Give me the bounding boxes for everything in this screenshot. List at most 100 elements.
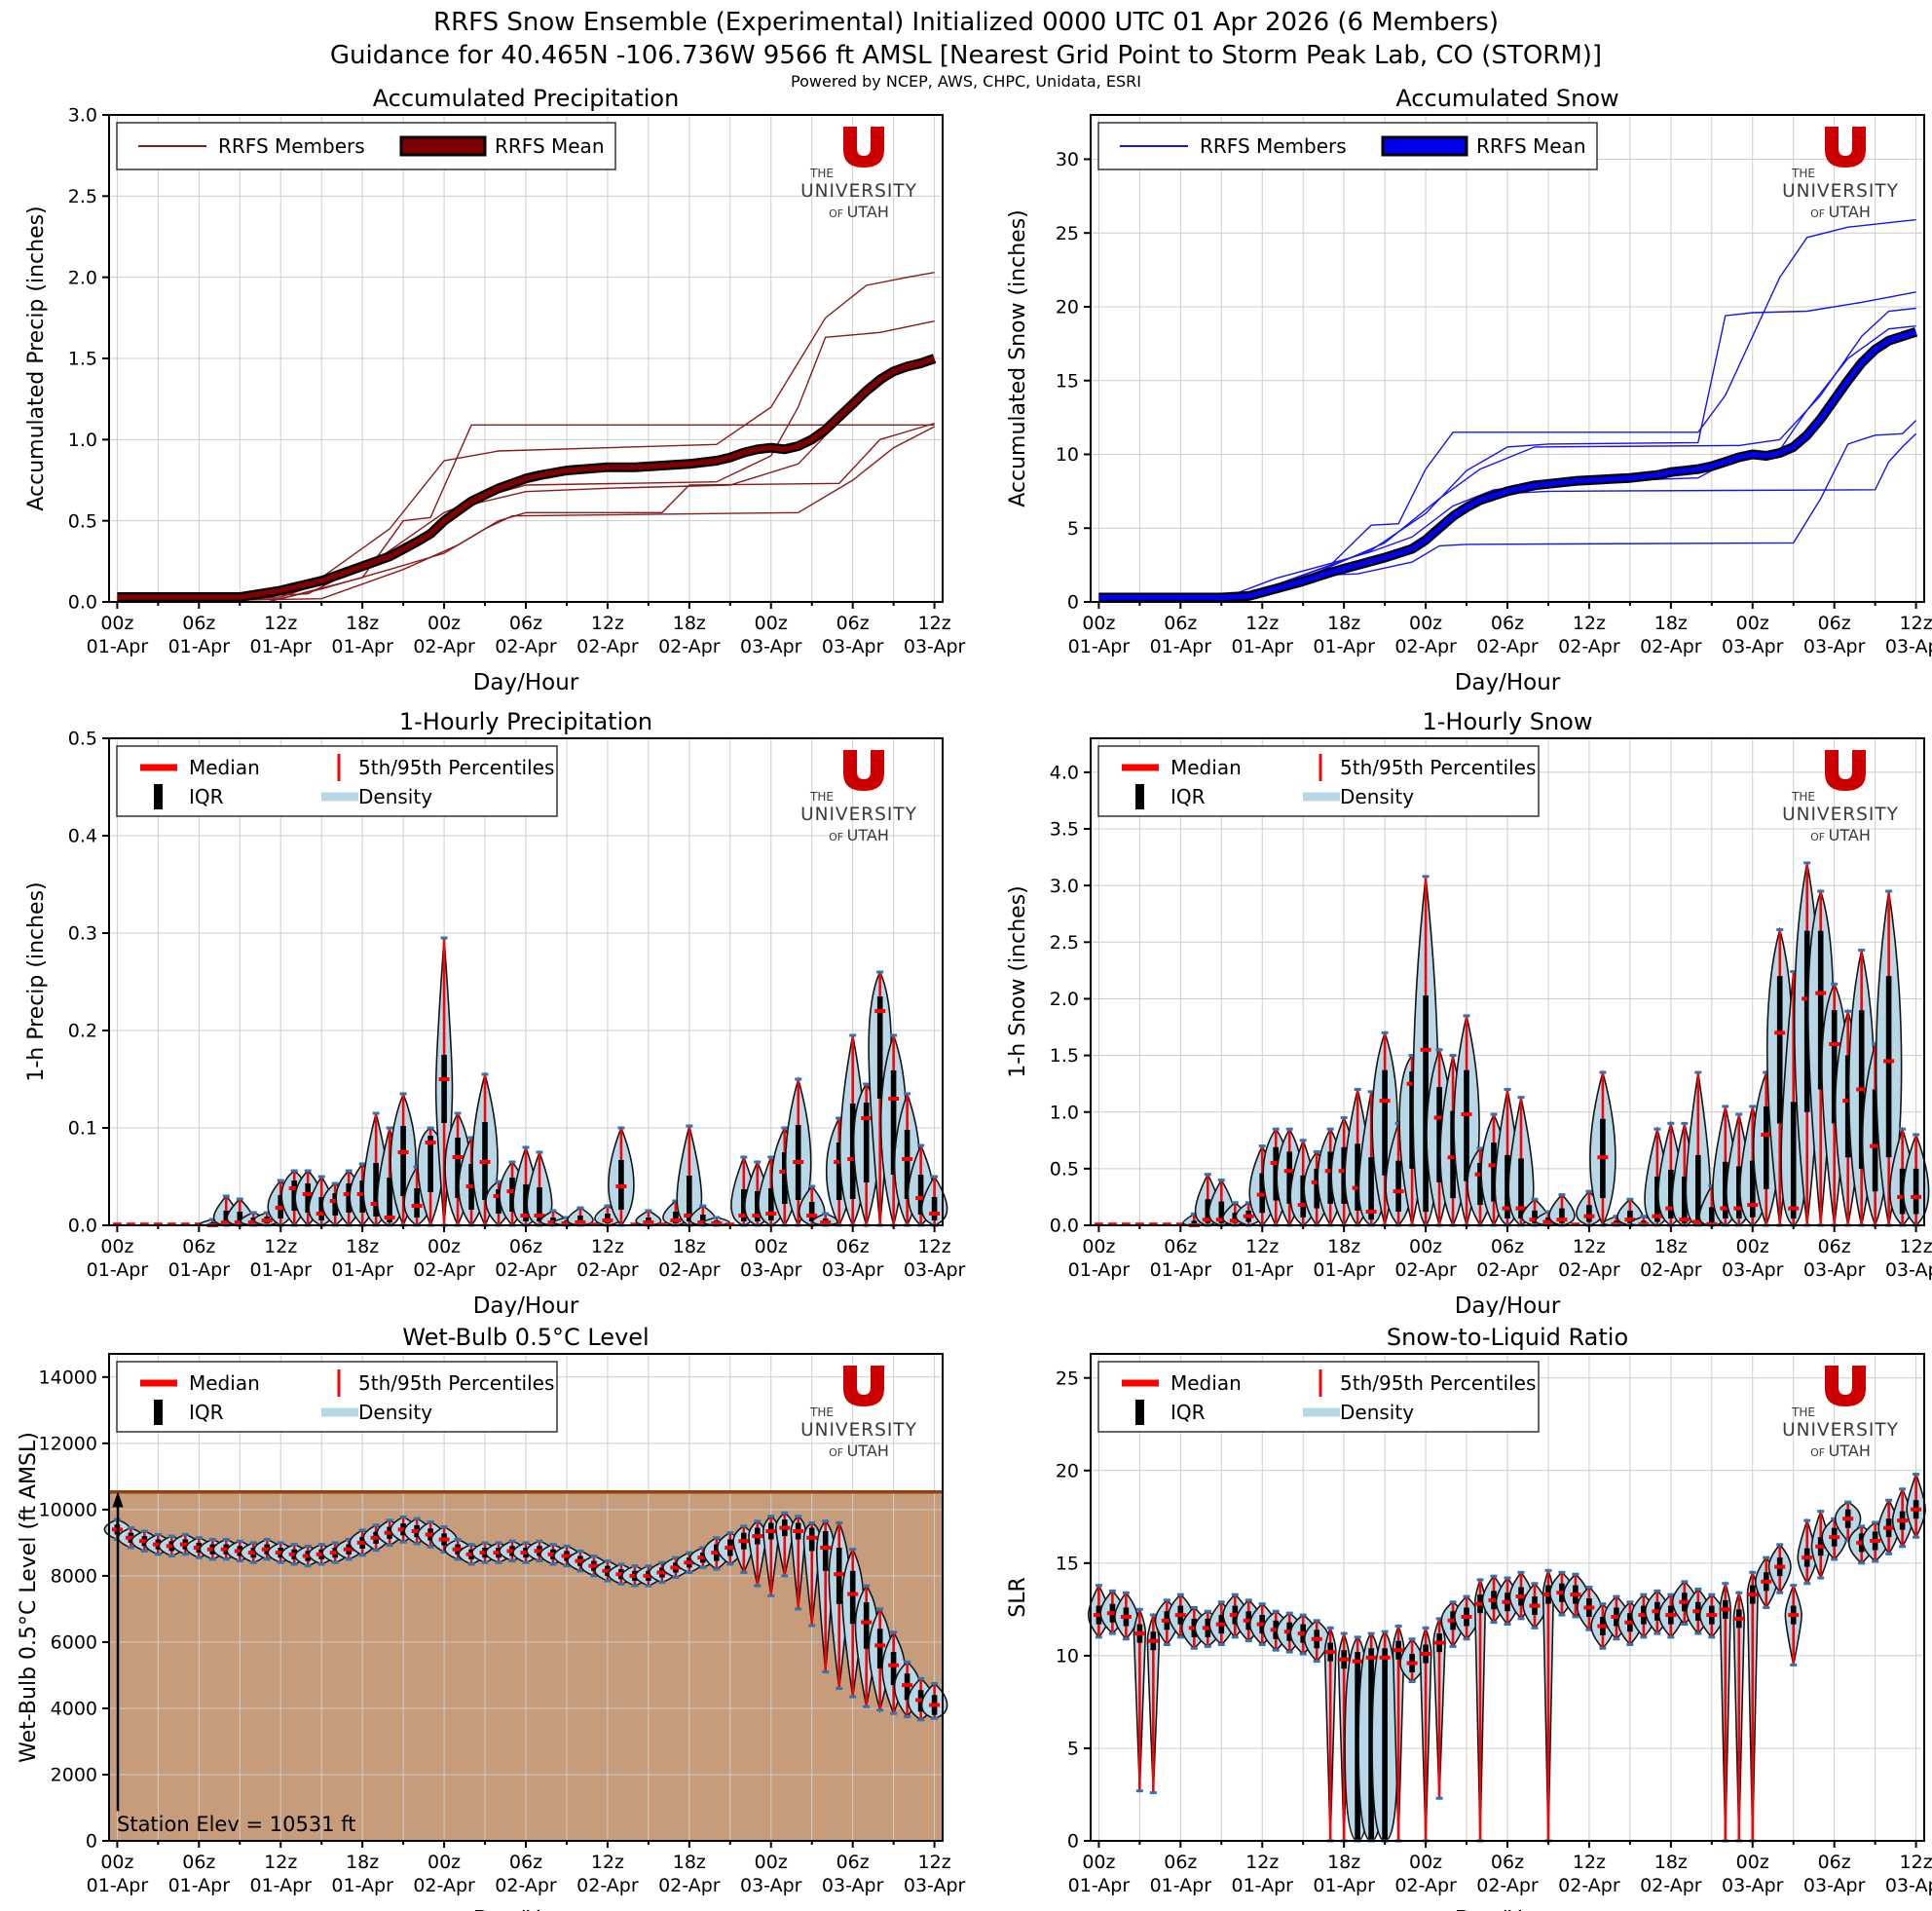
svg-text:02-Apr: 02-Apr	[495, 1259, 557, 1281]
block-u-icon	[1825, 127, 1866, 168]
svg-text:01-Apr: 01-Apr	[249, 1259, 312, 1281]
svg-text:00z: 00z	[1409, 1236, 1442, 1257]
elevation-arrow	[112, 1491, 124, 1812]
svg-text:3.0: 3.0	[1050, 876, 1079, 897]
y-axis-label: Wet-Bulb 0.5°C Level (ft AMSL)	[17, 1432, 41, 1763]
ensemble-mean	[117, 354, 937, 602]
svg-text:02-Apr: 02-Apr	[1558, 1259, 1620, 1281]
svg-text:06z: 06z	[182, 1852, 215, 1873]
svg-text:Density: Density	[1340, 785, 1414, 808]
svg-text:OF UTAH: OF UTAH	[1810, 203, 1871, 221]
svg-text:06z: 06z	[1818, 1852, 1851, 1873]
svg-text:01-Apr: 01-Apr	[168, 1259, 231, 1281]
panel-title: 1-Hourly Snow	[1423, 708, 1593, 735]
svg-text:02-Apr: 02-Apr	[576, 1259, 639, 1281]
svg-text:Density: Density	[358, 785, 432, 808]
svg-text:12z: 12z	[918, 613, 951, 634]
svg-text:18z: 18z	[1327, 1852, 1360, 1873]
panel-title: Snow-to-Liquid Ratio	[1387, 1324, 1628, 1351]
svg-text:00z: 00z	[427, 1236, 461, 1257]
svg-text:UNIVERSITY: UNIVERSITY	[1782, 181, 1899, 202]
svg-text:03-Apr: 03-Apr	[1803, 1875, 1866, 1896]
svg-text:01-Apr: 01-Apr	[331, 1259, 393, 1281]
svg-text:18z: 18z	[673, 1852, 706, 1873]
svg-text:6000: 6000	[51, 1632, 97, 1654]
svg-text:5th/95th Percentiles: 5th/95th Percentiles	[358, 756, 554, 779]
svg-text:01-Apr: 01-Apr	[331, 636, 393, 657]
svg-text:12z: 12z	[1573, 1852, 1606, 1873]
svg-text:RRFS Members: RRFS Members	[1200, 134, 1347, 158]
panel-title: Accumulated Snow	[1395, 86, 1618, 112]
svg-text:03-Apr: 03-Apr	[740, 636, 802, 657]
y-axis-label: Accumulated Precip (inches)	[24, 206, 49, 510]
svg-text:02-Apr: 02-Apr	[1476, 1875, 1539, 1896]
panel-accumulated-precipitation: 0.00.51.01.52.02.53.000z01-Apr06z01-Apr1…	[24, 86, 966, 695]
svg-text:3.0: 3.0	[68, 105, 97, 127]
legend: Median IQR 5th/95th Percentiles Density	[116, 745, 558, 817]
svg-text:12z: 12z	[918, 1236, 951, 1257]
svg-text:00z: 00z	[100, 613, 133, 634]
svg-text:01-Apr: 01-Apr	[1068, 636, 1131, 657]
svg-text:UNIVERSITY: UNIVERSITY	[800, 181, 917, 202]
svg-text:18z: 18z	[1327, 1236, 1360, 1257]
svg-text:03-Apr: 03-Apr	[1803, 1259, 1866, 1281]
svg-text:25: 25	[1056, 223, 1079, 244]
svg-text:00z: 00z	[1736, 613, 1769, 634]
legend: RRFS Members RRFS Mean	[1097, 122, 1598, 170]
svg-text:06z: 06z	[1491, 1852, 1524, 1873]
svg-text:06z: 06z	[182, 1236, 215, 1257]
svg-text:01-Apr: 01-Apr	[1313, 636, 1375, 657]
svg-text:02-Apr: 02-Apr	[1558, 636, 1620, 657]
svg-text:0.5: 0.5	[68, 510, 97, 532]
svg-text:UNIVERSITY: UNIVERSITY	[800, 805, 917, 825]
svg-text:THE: THE	[1791, 790, 1815, 804]
svg-text:03-Apr: 03-Apr	[1885, 1875, 1932, 1896]
svg-text:01-Apr: 01-Apr	[168, 636, 231, 657]
svg-text:12z: 12z	[1900, 1852, 1932, 1873]
panel-wetbulb-level: Station Elev = 10531 ft 0 2000 4000 6000 8000…	[17, 1324, 966, 1911]
legend: RRFS Members RRFS Mean	[116, 122, 616, 170]
svg-text:0: 0	[1067, 592, 1079, 614]
svg-text:12z: 12z	[1900, 1236, 1932, 1257]
svg-text:Median: Median	[189, 1371, 260, 1395]
x-axis-label: Day/Hour	[1455, 670, 1561, 695]
svg-text:06z: 06z	[1164, 1852, 1197, 1873]
svg-text:0.0: 0.0	[68, 1216, 97, 1237]
svg-text:02-Apr: 02-Apr	[1558, 1875, 1620, 1896]
svg-text:03-Apr: 03-Apr	[904, 636, 966, 657]
svg-text:06z: 06z	[836, 1236, 870, 1257]
svg-text:01-Apr: 01-Apr	[331, 1875, 393, 1896]
svg-text:5th/95th Percentiles: 5th/95th Percentiles	[1340, 1371, 1536, 1395]
svg-text:02-Apr: 02-Apr	[658, 1875, 721, 1896]
svg-text:03-Apr: 03-Apr	[1722, 1259, 1784, 1281]
svg-text:12z: 12z	[264, 1852, 297, 1873]
svg-text:4000: 4000	[51, 1699, 97, 1720]
svg-text:02-Apr: 02-Apr	[658, 636, 721, 657]
svg-text:OF UTAH: OF UTAH	[829, 1442, 889, 1460]
y-ticks: 0 5 10 15 20 25 30	[1056, 149, 1091, 614]
svg-text:06z: 06z	[1164, 613, 1197, 634]
figure-credit: Powered by NCEP, AWS, CHPC, Unidata, ESR…	[791, 72, 1141, 91]
svg-text:00z: 00z	[100, 1852, 133, 1873]
svg-text:12z: 12z	[264, 1236, 297, 1257]
svg-text:18z: 18z	[1654, 1236, 1688, 1257]
svg-text:5: 5	[1067, 1739, 1079, 1760]
svg-text:2000: 2000	[51, 1765, 97, 1786]
svg-text:18z: 18z	[673, 1236, 706, 1257]
svg-text:1.0: 1.0	[1050, 1102, 1079, 1123]
svg-text:0.2: 0.2	[68, 1021, 97, 1042]
svg-text:06z: 06z	[836, 613, 870, 634]
svg-text:01-Apr: 01-Apr	[249, 636, 312, 657]
svg-text:1.0: 1.0	[68, 430, 97, 451]
block-u-icon	[1825, 750, 1866, 791]
svg-text:25: 25	[1056, 1368, 1079, 1389]
svg-text:01-Apr: 01-Apr	[87, 1875, 149, 1896]
block-u-icon	[843, 127, 884, 168]
svg-text:20: 20	[1056, 1460, 1079, 1481]
panel-title: Accumulated Precipitation	[373, 86, 680, 112]
svg-text:01-Apr: 01-Apr	[1313, 1875, 1375, 1896]
svg-text:02-Apr: 02-Apr	[1640, 1259, 1702, 1281]
svg-text:00z: 00z	[100, 1236, 133, 1257]
svg-text:2.0: 2.0	[1050, 989, 1079, 1010]
